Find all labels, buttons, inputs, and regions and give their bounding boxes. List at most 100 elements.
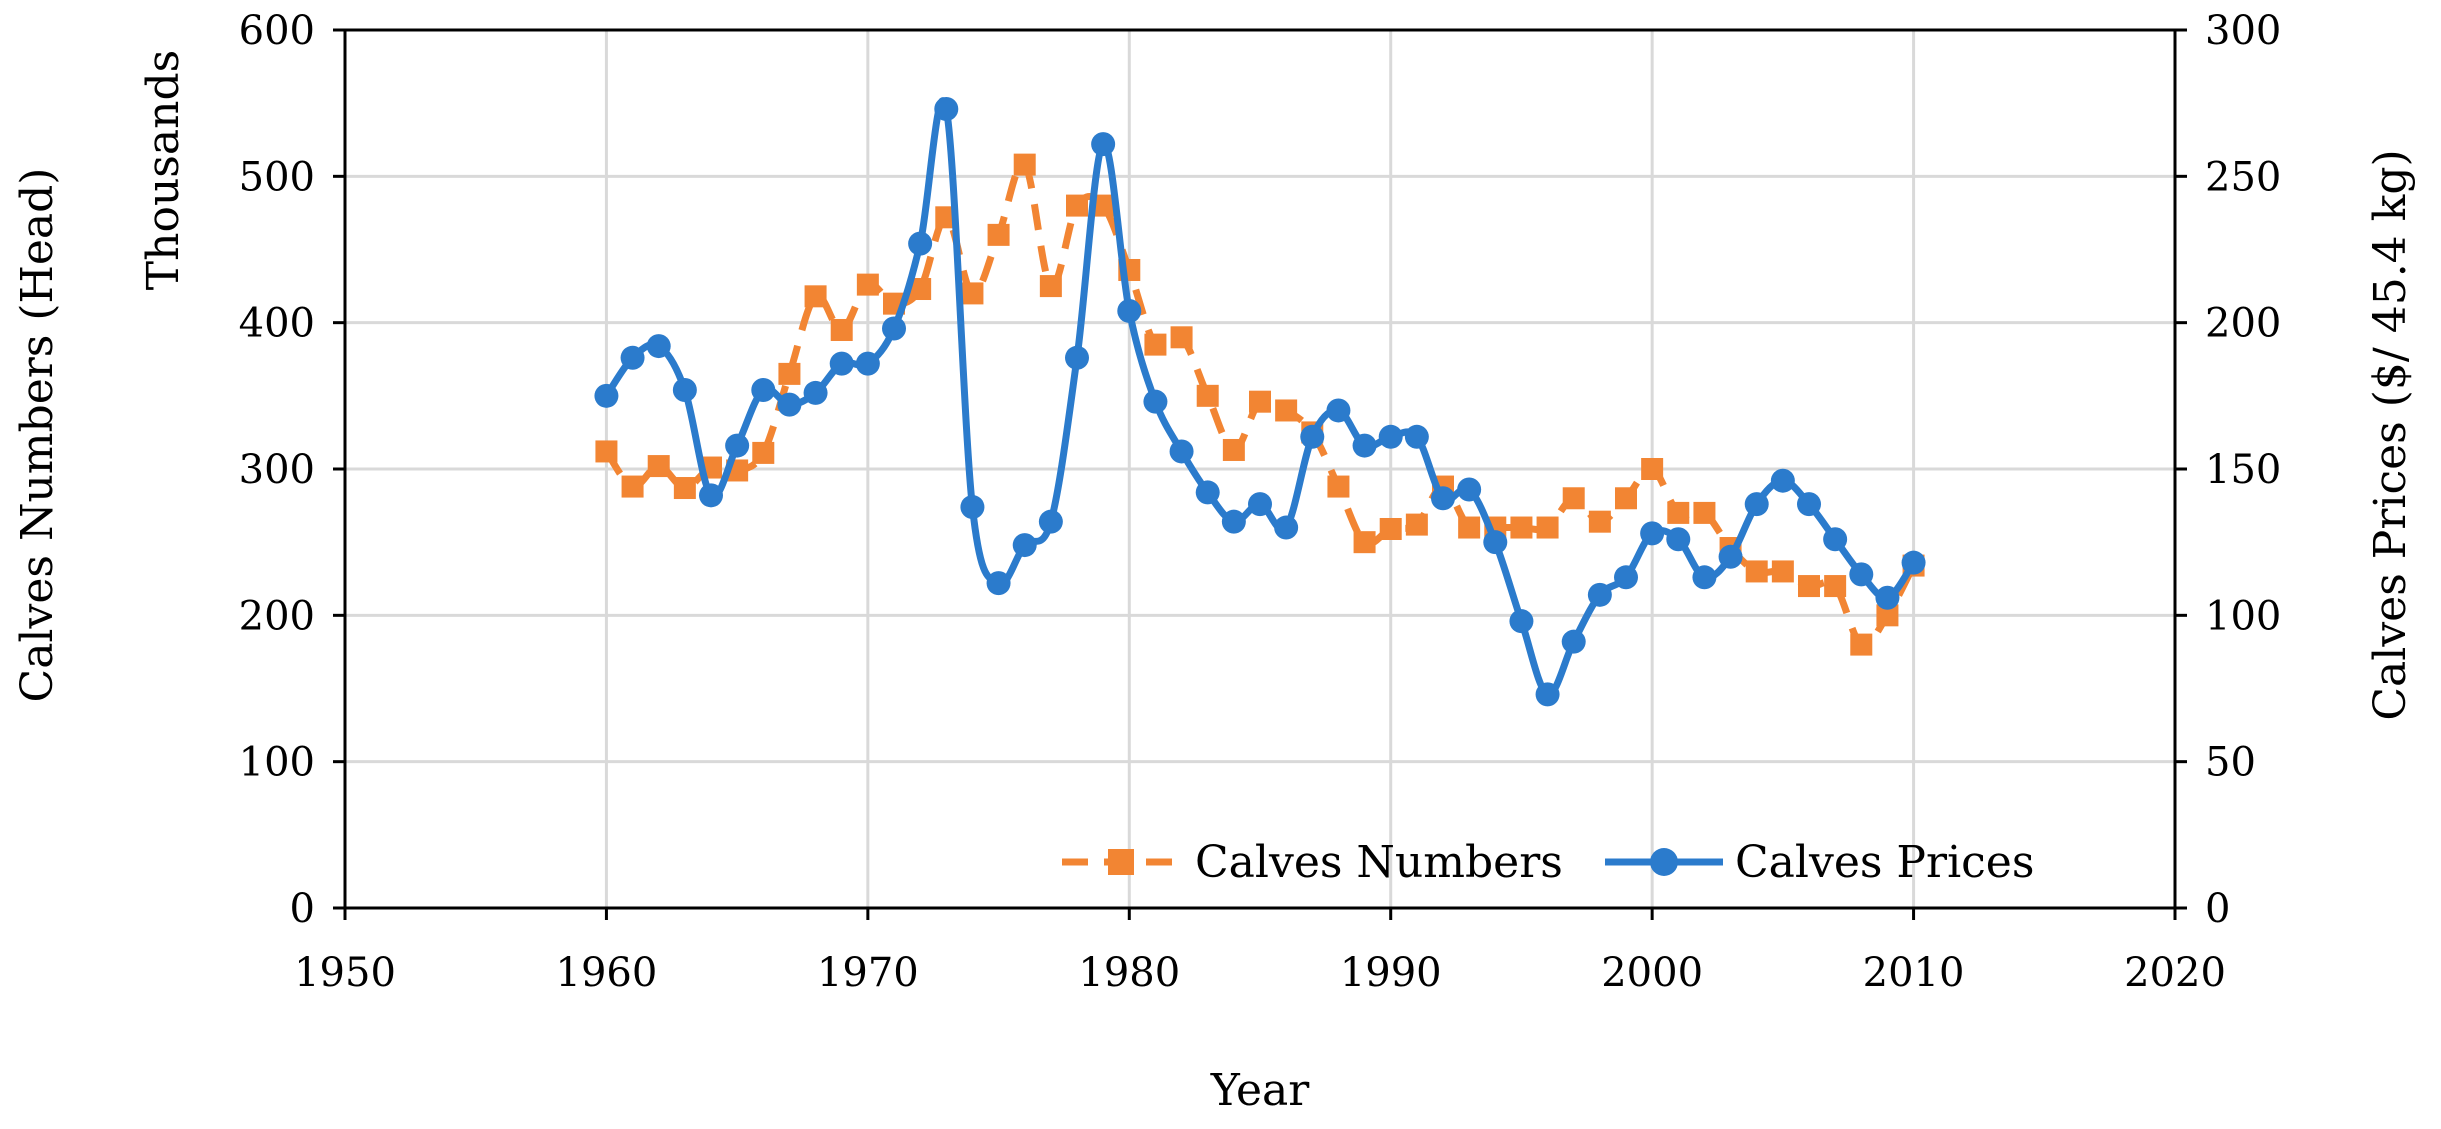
- x-tick-label: 1970: [817, 950, 919, 996]
- legend: Calves Numbers Calves Prices: [1062, 837, 2034, 888]
- point-calves-prices-1997: [1561, 629, 1586, 654]
- point-calves-prices-2010: [1901, 550, 1926, 575]
- point-calves-prices-1964: [699, 483, 723, 508]
- point-calves-numbers-1981: [1144, 333, 1167, 356]
- point-calves-prices-1966: [751, 377, 776, 402]
- point-calves-numbers-1999: [1615, 487, 1637, 510]
- point-calves-numbers-1982: [1170, 326, 1193, 349]
- legend-label-calves-numbers: Calves Numbers: [1195, 837, 1563, 888]
- y-left-tick-label: 600: [239, 8, 315, 54]
- point-calves-prices-2008: [1849, 562, 1874, 587]
- y-right-tick-label: 0: [2205, 886, 2230, 932]
- point-calves-prices-2003: [1718, 544, 1743, 569]
- point-calves-prices-1965: [725, 433, 750, 458]
- point-calves-numbers-1974: [961, 282, 984, 305]
- point-calves-prices-1985: [1248, 492, 1272, 517]
- point-calves-numbers-1976: [1013, 153, 1036, 176]
- point-calves-prices-1975: [986, 571, 1011, 596]
- point-calves-numbers-1961: [621, 475, 644, 498]
- x-axis-ticks: 1950 1960 1970 1980 1990 2000 2010 2020: [294, 908, 2226, 996]
- legend-marker-calves-prices: [1650, 848, 1678, 876]
- point-calves-prices-1974: [960, 495, 985, 520]
- point-calves-numbers-2009: [1876, 604, 1899, 627]
- point-calves-prices-1998: [1587, 582, 1612, 607]
- point-calves-prices-1988: [1326, 398, 1351, 423]
- y-left-tick-label: 500: [239, 154, 315, 200]
- point-calves-prices-1977: [1038, 509, 1063, 534]
- point-calves-prices-1989: [1352, 433, 1377, 458]
- point-calves-numbers-2008: [1850, 633, 1873, 656]
- series: [594, 97, 1926, 707]
- y-axis-left-ticks: 0 100 200 300 400 500 600: [239, 8, 345, 932]
- y-left-tick-label: 100: [239, 740, 315, 786]
- y-axis-right-title: Calves Prices ($/ 45.4 kg): [2365, 149, 2416, 720]
- x-tick-label: 2020: [2124, 950, 2226, 996]
- point-calves-prices-1971: [882, 316, 906, 341]
- point-calves-prices-1993: [1457, 477, 1482, 502]
- point-calves-prices-1995: [1509, 609, 1534, 634]
- y-axis-right-ticks: 0 50 100 150 200 250 300: [2175, 8, 2281, 932]
- point-calves-prices-1970: [855, 351, 880, 376]
- point-calves-numbers-1966: [752, 441, 775, 464]
- point-calves-prices-1999: [1614, 565, 1638, 590]
- x-tick-label: 1990: [1340, 950, 1442, 996]
- point-calves-prices-1991: [1404, 424, 1429, 449]
- legend-label-calves-prices: Calves Prices: [1735, 837, 2034, 888]
- point-calves-prices-2000: [1640, 521, 1665, 546]
- point-calves-prices-2005: [1770, 468, 1795, 493]
- point-calves-numbers-1984: [1222, 438, 1245, 461]
- point-calves-prices-1994: [1483, 530, 1508, 555]
- point-calves-prices-1979: [1091, 132, 1116, 157]
- point-calves-prices-1961: [620, 345, 645, 370]
- point-calves-numbers-1970: [856, 273, 879, 296]
- point-calves-numbers-2006: [1798, 575, 1820, 598]
- y-right-tick-label: 150: [2205, 447, 2281, 493]
- point-calves-prices-2004: [1744, 492, 1769, 517]
- point-calves-numbers-2004: [1745, 560, 1768, 583]
- point-calves-prices-1969: [829, 351, 854, 376]
- point-calves-numbers-1972: [909, 278, 932, 301]
- point-calves-prices-1980: [1117, 298, 1142, 323]
- point-calves-numbers-1979: [1092, 194, 1115, 217]
- series-calves-prices: [594, 97, 1926, 707]
- y-left-tick-label: 300: [239, 447, 315, 493]
- point-calves-numbers-1969: [830, 318, 853, 341]
- point-calves-numbers-2001: [1667, 501, 1690, 524]
- point-calves-prices-1967: [777, 392, 802, 417]
- point-calves-numbers-1962: [647, 455, 670, 478]
- point-calves-prices-1963: [672, 377, 697, 402]
- point-calves-numbers-1996: [1536, 516, 1559, 539]
- y-right-tick-label: 50: [2205, 740, 2256, 786]
- point-calves-prices-1962: [646, 334, 671, 359]
- x-tick-label: 1950: [294, 950, 396, 996]
- x-tick-label: 1960: [556, 950, 658, 996]
- point-calves-numbers-1991: [1405, 513, 1428, 536]
- point-calves-prices-1960: [594, 383, 619, 408]
- point-calves-prices-1981: [1143, 389, 1168, 414]
- point-calves-numbers-1986: [1275, 399, 1298, 422]
- point-calves-prices-1968: [803, 380, 828, 405]
- point-calves-prices-1984: [1221, 509, 1246, 534]
- point-calves-prices-1992: [1431, 486, 1455, 511]
- point-calves-numbers-1997: [1562, 487, 1585, 510]
- point-calves-numbers-1960: [595, 440, 618, 463]
- y-left-tick-label: 0: [290, 886, 315, 932]
- legend-item-calves-numbers: Calves Numbers: [1062, 837, 1563, 888]
- point-calves-prices-2009: [1875, 585, 1900, 610]
- legend-item-calves-prices: Calves Prices: [1605, 837, 2034, 888]
- point-calves-prices-2006: [1797, 492, 1821, 517]
- point-calves-prices-1982: [1169, 439, 1194, 464]
- point-calves-numbers-1988: [1327, 475, 1350, 498]
- point-calves-numbers-1978: [1066, 194, 1088, 217]
- point-calves-numbers-1995: [1510, 516, 1533, 539]
- point-calves-numbers-2005: [1771, 560, 1794, 583]
- point-calves-prices-2007: [1823, 527, 1848, 552]
- point-calves-numbers-2002: [1693, 501, 1716, 524]
- point-calves-prices-1978: [1065, 345, 1089, 370]
- point-calves-prices-1983: [1195, 480, 1220, 505]
- y-left-tick-label: 400: [239, 301, 315, 347]
- x-tick-label: 2000: [1601, 950, 1703, 996]
- point-calves-numbers-1968: [804, 285, 827, 308]
- point-calves-numbers-1977: [1039, 275, 1062, 298]
- point-calves-numbers-2000: [1641, 458, 1664, 480]
